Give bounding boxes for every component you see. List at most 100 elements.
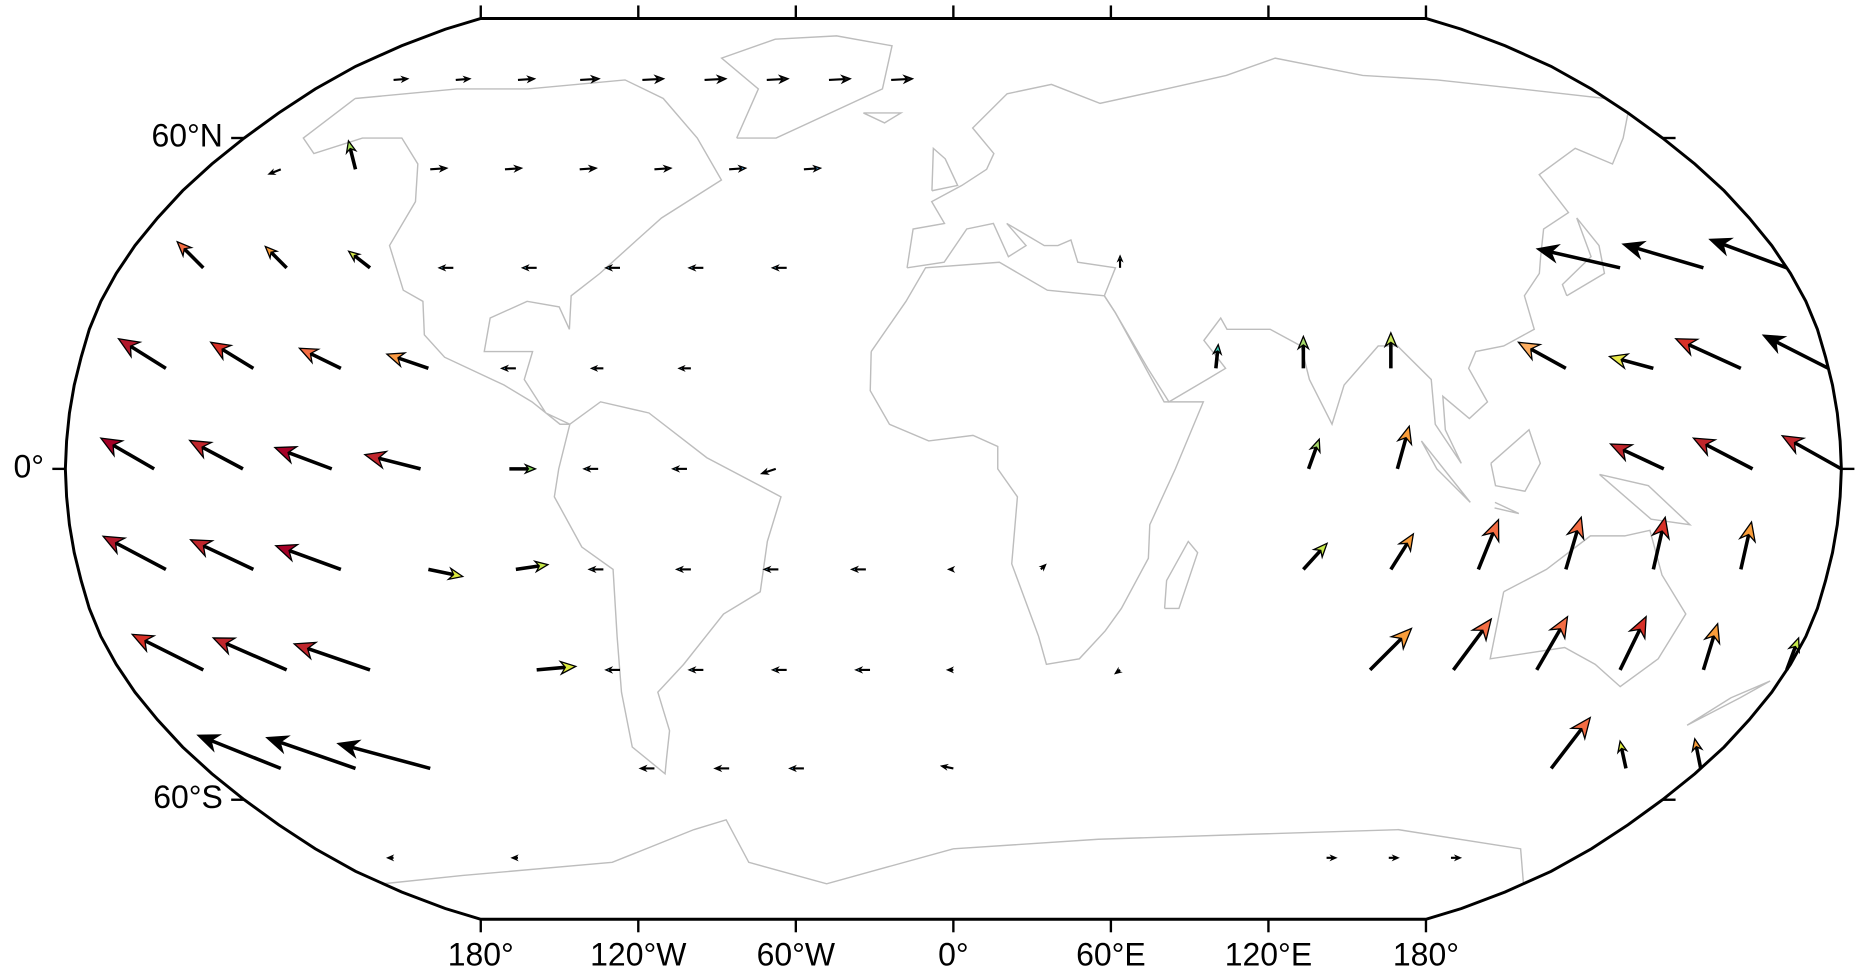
velocity-arrow	[520, 264, 537, 272]
arrow-shaft	[1549, 725, 1585, 770]
arrow-head	[1674, 338, 1700, 357]
arrow-head	[587, 164, 598, 173]
arrow-shaft	[1703, 442, 1754, 471]
arrow-head	[1650, 515, 1671, 542]
arrow-head	[840, 74, 852, 85]
velocity-arrow	[828, 74, 852, 85]
coastline	[1494, 501, 1520, 515]
arrow-shaft	[200, 543, 255, 572]
arrow-head	[211, 637, 238, 656]
arrow-shaft	[1620, 447, 1665, 471]
velocity-arrow	[1306, 437, 1321, 470]
x-tick-label: 60°E	[1076, 937, 1146, 973]
arrow-head	[1691, 737, 1704, 754]
x-tick-label: 120°E	[1225, 937, 1312, 973]
arrow-head	[1607, 353, 1631, 370]
velocity-arrow	[1388, 854, 1400, 862]
velocity-arrow	[582, 465, 599, 473]
arrow-shaft	[112, 540, 167, 571]
arrow-head	[1388, 627, 1413, 652]
velocity-arrow	[1535, 615, 1569, 671]
arrow-head	[770, 264, 780, 272]
arrow-shaft	[286, 548, 342, 572]
arrow-shaft	[654, 167, 668, 171]
arrow-head	[345, 139, 358, 156]
arrow-head	[176, 240, 194, 259]
arrow-head	[347, 250, 362, 264]
arrow-shaft	[1476, 530, 1496, 571]
velocity-arrow	[428, 566, 465, 581]
arrow-head	[292, 641, 319, 661]
arrow-shaft	[1619, 357, 1654, 371]
arrow-shaft	[764, 467, 777, 474]
arrow-head	[274, 543, 300, 563]
velocity-arrow	[1608, 443, 1665, 471]
arrow-shaft	[219, 346, 255, 370]
arrow-head	[1627, 615, 1647, 641]
y-tick-label: 60°N	[151, 117, 222, 153]
velocity-arrow	[854, 666, 871, 674]
arrow-shaft	[1773, 339, 1830, 370]
arrow-shaft	[803, 167, 817, 171]
velocity-arrow	[385, 854, 395, 862]
coastline	[1163, 540, 1199, 610]
velocity-arrow	[587, 565, 604, 574]
arrow-head	[1568, 716, 1592, 741]
arrow-head	[400, 75, 410, 84]
arrow-head	[1308, 437, 1321, 455]
velocity-arrow	[536, 660, 578, 676]
velocity-arrow	[363, 450, 421, 471]
velocity-arrow	[579, 164, 598, 173]
velocity-arrow	[297, 347, 342, 370]
arrow-head	[582, 465, 592, 473]
coastline	[720, 35, 893, 139]
velocity-arrow	[759, 467, 777, 475]
arrow-shaft	[1701, 633, 1717, 671]
velocity-arrow	[1296, 334, 1310, 369]
arrow-head	[385, 352, 408, 369]
arrow-head	[1738, 520, 1757, 544]
coastline	[1490, 428, 1542, 493]
arrow-shaft	[1720, 241, 1788, 270]
coastline	[1561, 217, 1606, 297]
arrow-head	[1396, 532, 1415, 554]
velocity-arrow	[292, 641, 371, 672]
arrow-head	[1391, 854, 1400, 862]
velocity-arrow	[455, 75, 472, 84]
velocity-arrow	[788, 764, 804, 773]
velocity-arrow	[589, 364, 604, 372]
velocity-arrow	[99, 437, 156, 471]
velocity-arrow	[1616, 739, 1629, 769]
arrow-shaft	[1685, 342, 1742, 370]
velocity-arrow	[1691, 437, 1754, 471]
arrow-head	[653, 74, 666, 85]
x-tick-label: 180°	[448, 937, 514, 973]
vectors	[99, 74, 1843, 862]
arrow-head	[1565, 515, 1585, 542]
arrow-head	[499, 364, 510, 373]
velocity-arrow	[176, 240, 205, 270]
velocity-arrow	[188, 439, 244, 471]
arrow-shaft	[1451, 627, 1486, 671]
velocity-arrow	[580, 74, 601, 84]
velocity-arrow	[1738, 520, 1757, 570]
arrow-head	[437, 264, 447, 272]
arrow-head	[902, 74, 915, 85]
arrow-head	[1780, 434, 1807, 456]
frame: 180° 120°W 60°W 0° 60°E 120°E 180° 60°N 0° 60°S	[13, 5, 1855, 973]
arrow-head	[788, 764, 797, 773]
arrow-head	[526, 75, 537, 84]
arrow-head	[273, 445, 299, 465]
velocity-arrow	[504, 164, 524, 173]
velocity-arrow	[264, 245, 288, 270]
velocity-arrow	[1116, 254, 1124, 268]
arrow-head	[462, 75, 472, 84]
velocity-arrow	[1535, 244, 1621, 270]
arrow-shaft	[1694, 745, 1703, 769]
arrow-shaft	[1395, 435, 1409, 470]
velocity-arrow	[385, 352, 429, 371]
coastline	[869, 261, 1205, 666]
arrow-shaft	[1791, 440, 1843, 471]
